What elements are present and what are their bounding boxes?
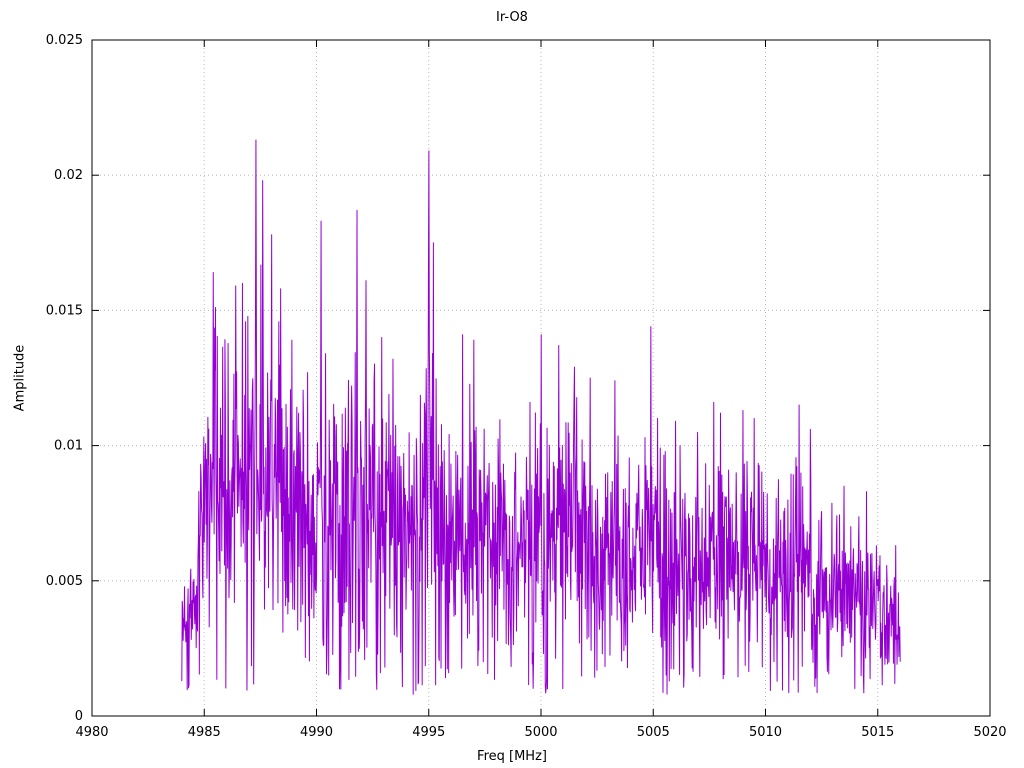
- y-tick-label: 0: [75, 709, 83, 724]
- y-tick-label: 0.02: [54, 168, 83, 183]
- y-tick-label: 0.01: [54, 439, 83, 454]
- x-tick-label: 4995: [412, 725, 445, 740]
- x-tick-label: 4980: [75, 725, 108, 740]
- x-tick-label: 5010: [749, 725, 782, 740]
- spectrum-line: [181, 139, 901, 695]
- chart-title: Ir-O8: [496, 10, 528, 25]
- x-tick-label: 5005: [637, 725, 670, 740]
- x-tick-label: 4990: [300, 725, 333, 740]
- x-tick-label: 5020: [973, 725, 1006, 740]
- y-tick-label: 0.015: [46, 303, 83, 318]
- y-tick-label: 0.005: [46, 574, 83, 589]
- x-tick-label: 5015: [861, 725, 894, 740]
- x-tick-label: 4985: [188, 725, 221, 740]
- x-axis-label: Freq [MHz]: [477, 749, 547, 764]
- y-tick-label: 0.025: [46, 33, 83, 48]
- x-tick-label: 5000: [524, 725, 557, 740]
